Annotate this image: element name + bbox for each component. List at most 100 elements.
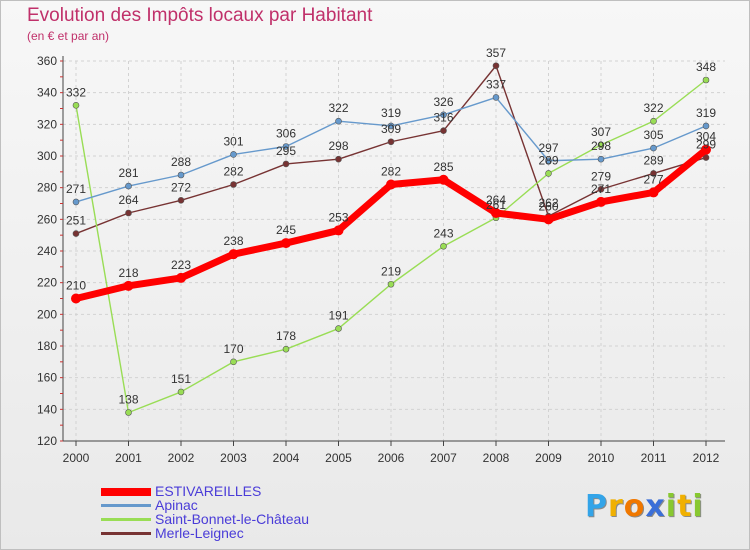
data-point bbox=[177, 197, 185, 204]
data-point bbox=[123, 280, 134, 291]
data-point bbox=[72, 230, 80, 237]
y-tick-label: 340 bbox=[37, 86, 57, 100]
y-tick-label: 360 bbox=[37, 54, 57, 68]
data-label: 271 bbox=[591, 182, 611, 196]
data-point bbox=[281, 238, 291, 249]
x-tick-label: 2010 bbox=[588, 451, 615, 465]
x-tick-label: 2005 bbox=[325, 451, 352, 465]
y-tick-label: 260 bbox=[37, 212, 57, 226]
data-label: 279 bbox=[591, 169, 611, 183]
y-tick-label: 160 bbox=[37, 371, 57, 385]
data-label: 170 bbox=[223, 342, 243, 356]
logo-letter: P bbox=[585, 489, 608, 524]
data-point bbox=[71, 293, 81, 304]
data-point bbox=[335, 325, 342, 332]
data-point bbox=[597, 155, 605, 163]
legend-label: ESTIVAREILLES bbox=[155, 483, 262, 499]
data-label: 191 bbox=[328, 309, 348, 323]
y-tick-label: 300 bbox=[37, 149, 57, 163]
data-label: 322 bbox=[643, 101, 663, 115]
data-label: 332 bbox=[66, 85, 86, 99]
legend-label: Merle-Leignec bbox=[155, 525, 244, 541]
y-tick-label: 140 bbox=[37, 402, 57, 416]
data-point bbox=[440, 111, 447, 119]
data-label: 223 bbox=[171, 258, 191, 272]
data-label: 264 bbox=[486, 193, 506, 207]
data-label: 304 bbox=[696, 130, 716, 144]
y-tick-label: 320 bbox=[37, 117, 57, 131]
data-label: 337 bbox=[486, 77, 506, 91]
data-label: 319 bbox=[381, 106, 401, 120]
data-label: 178 bbox=[276, 329, 296, 343]
y-tick-label: 200 bbox=[37, 307, 57, 321]
data-point bbox=[230, 151, 237, 158]
data-point bbox=[282, 160, 290, 168]
data-label: 262 bbox=[538, 196, 558, 210]
data-point bbox=[597, 185, 605, 193]
data-point bbox=[176, 272, 186, 283]
x-tick-label: 2008 bbox=[483, 451, 510, 465]
data-point bbox=[650, 170, 657, 177]
data-point bbox=[125, 409, 132, 416]
data-label: 271 bbox=[66, 182, 86, 196]
data-label: 210 bbox=[66, 279, 86, 293]
legend-item: ESTIVAREILLES bbox=[101, 483, 401, 499]
x-tick-label: 2001 bbox=[115, 451, 142, 465]
data-label: 282 bbox=[381, 165, 401, 179]
data-label: 348 bbox=[696, 60, 716, 74]
data-point bbox=[701, 144, 711, 155]
data-point bbox=[72, 102, 80, 109]
data-point bbox=[492, 62, 500, 70]
data-point bbox=[228, 249, 239, 260]
data-label: 295 bbox=[276, 144, 296, 158]
data-point bbox=[650, 144, 657, 152]
data-label: 138 bbox=[118, 393, 138, 407]
data-label: 298 bbox=[591, 139, 611, 153]
data-point bbox=[545, 157, 552, 165]
chart-title: Evolution des Impôts locaux par Habitant bbox=[27, 5, 373, 26]
legend: ESTIVAREILLES Apinac Saint-Bonnet-le-Châte… bbox=[101, 483, 401, 541]
data-label: 285 bbox=[433, 160, 453, 174]
data-label: 299 bbox=[696, 138, 716, 152]
x-tick-label: 2004 bbox=[273, 451, 300, 465]
legend-label: Apinac bbox=[155, 497, 198, 513]
x-tick-label: 2012 bbox=[693, 451, 720, 465]
data-point bbox=[177, 171, 185, 179]
logo-letter: i bbox=[692, 489, 704, 524]
x-tick-label: 2006 bbox=[378, 451, 405, 465]
data-label: 218 bbox=[118, 266, 138, 280]
data-label: 322 bbox=[328, 101, 348, 115]
data-point bbox=[386, 179, 396, 190]
logo-letter: o bbox=[623, 489, 646, 524]
data-label: 219 bbox=[381, 264, 401, 278]
data-point bbox=[125, 182, 132, 190]
data-point bbox=[282, 143, 290, 150]
proxiti-logo: Proxiti bbox=[585, 489, 704, 524]
x-tick-label: 2002 bbox=[168, 451, 195, 465]
data-label: 301 bbox=[223, 134, 243, 148]
legend-label: Saint-Bonnet-le-Château bbox=[155, 511, 310, 527]
x-tick-label: 2007 bbox=[430, 451, 457, 465]
y-tick-label: 180 bbox=[37, 339, 57, 353]
data-point bbox=[387, 138, 395, 146]
data-point bbox=[125, 209, 132, 217]
logo-letter: t bbox=[677, 489, 693, 524]
y-tick-label: 120 bbox=[37, 434, 57, 448]
x-tick-label: 2003 bbox=[220, 451, 247, 465]
data-point bbox=[545, 170, 552, 177]
data-label: 357 bbox=[486, 46, 506, 60]
data-label: 319 bbox=[696, 106, 716, 120]
legend-item: Merle-Leignec bbox=[101, 525, 401, 541]
data-label: 316 bbox=[433, 111, 453, 125]
data-label: 309 bbox=[381, 122, 401, 136]
data-point bbox=[440, 242, 447, 250]
x-tick-label: 2009 bbox=[535, 451, 562, 465]
data-label: 298 bbox=[328, 139, 348, 153]
legend-swatch bbox=[101, 488, 151, 496]
data-label: 151 bbox=[171, 372, 191, 386]
data-label: 282 bbox=[223, 165, 243, 179]
data-label: 288 bbox=[171, 155, 191, 169]
legend-swatch bbox=[101, 532, 151, 535]
data-label: 245 bbox=[276, 223, 296, 237]
